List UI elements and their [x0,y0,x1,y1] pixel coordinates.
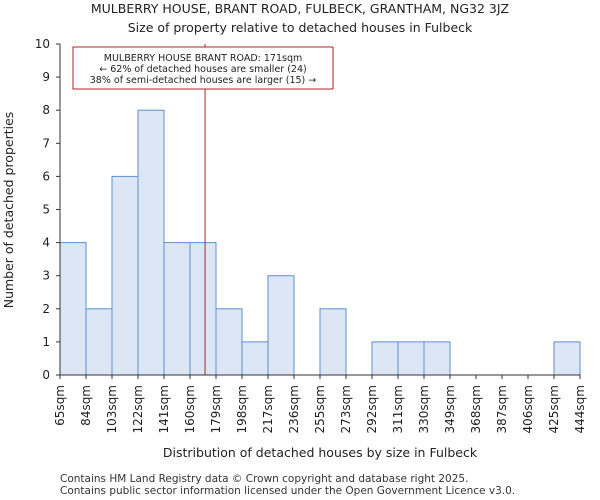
y-tick-label: 10 [35,37,50,51]
histogram-bar [423,341,451,376]
histogram-bar [241,341,269,376]
y-tick-label: 5 [42,203,50,217]
x-axis-label: Distribution of detached houses by size … [163,445,478,460]
x-tick-label: 198sqm [235,385,249,433]
histogram-bar [215,308,243,376]
x-tick-label: 311sqm [391,385,405,433]
x-tick-label: 65sqm [53,385,67,426]
x-tick-label: 122sqm [131,385,145,433]
x-tick-label: 444sqm [573,385,587,433]
x-tick-label: 387sqm [495,385,509,433]
y-tick-label: 6 [42,169,50,183]
histogram-bar [553,341,581,376]
x-tick-label: 141sqm [157,385,171,433]
x-tick-label: 217sqm [261,385,275,433]
histogram-bar [137,109,165,376]
y-tick-label: 7 [42,136,50,150]
histogram-bar [111,175,139,376]
x-tick-label: 84sqm [79,385,93,426]
x-tick-labels: 65sqm 84sqm 103sqm 122sqm 141sqm 160sqm 179sqm… [53,385,587,433]
y-axis-label: Number of detached properties [1,112,16,309]
annotation-frame [72,46,334,90]
bars-group [59,109,581,376]
chart-title-line1: MULBERRY HOUSE, BRANT ROAD, FULBECK, GRA… [91,1,509,16]
histogram-bar [59,242,87,376]
chart-title-line2: Size of property relative to detached ho… [128,20,473,35]
histogram-bar [267,275,295,376]
x-tick-label: 236sqm [287,385,301,433]
histogram-bar [189,242,217,376]
footer-line1: Contains HM Land Registry data © Crown c… [60,473,468,485]
x-tick-label: 368sqm [469,385,483,433]
histogram-bar [163,242,191,376]
x-tick-label: 273sqm [339,385,353,433]
y-tick-label: 8 [42,103,50,117]
x-tick-label: 292sqm [365,385,379,433]
axes-group [56,43,581,379]
x-tick-label: 330sqm [417,385,431,433]
x-tick-label: 255sqm [313,385,327,433]
y-tick-label: 3 [42,269,50,283]
x-tick-label: 425sqm [547,385,561,433]
y-tick-label: 4 [42,236,50,250]
y-tick-label: 0 [42,368,50,382]
annotation-line1: MULBERRY HOUSE BRANT ROAD: 171sqm [104,53,302,64]
histogram-bar [397,341,425,376]
x-tick-label: 406sqm [521,385,535,433]
annotation-box: MULBERRY HOUSE BRANT ROAD: 171sqm ← 62% … [72,46,334,90]
annotation-line3: 38% of semi-detached houses are larger (… [90,75,317,86]
histogram-bar [371,341,399,376]
y-tick-label: 2 [42,302,50,316]
x-tick-label: 103sqm [105,385,119,433]
x-tick-label: 179sqm [209,385,223,433]
x-tick-label: 349sqm [443,385,457,433]
histogram-bar [319,308,347,376]
x-tick-label: 160sqm [183,385,197,433]
y-tick-label: 1 [42,335,50,349]
y-tick-label: 9 [42,70,50,84]
histogram-bar [85,308,113,376]
annotation-line2: ← 62% of detached houses are smaller (24… [99,64,306,75]
y-tick-labels: 0 1 2 3 4 5 6 7 8 9 10 [35,37,50,382]
footer-line2: Contains public sector information licen… [60,485,515,497]
